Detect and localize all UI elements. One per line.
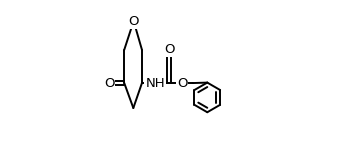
- Text: O: O: [177, 77, 187, 89]
- Text: O: O: [164, 43, 174, 56]
- Text: NH: NH: [145, 77, 165, 89]
- Text: O: O: [104, 77, 115, 89]
- Text: O: O: [129, 14, 139, 28]
